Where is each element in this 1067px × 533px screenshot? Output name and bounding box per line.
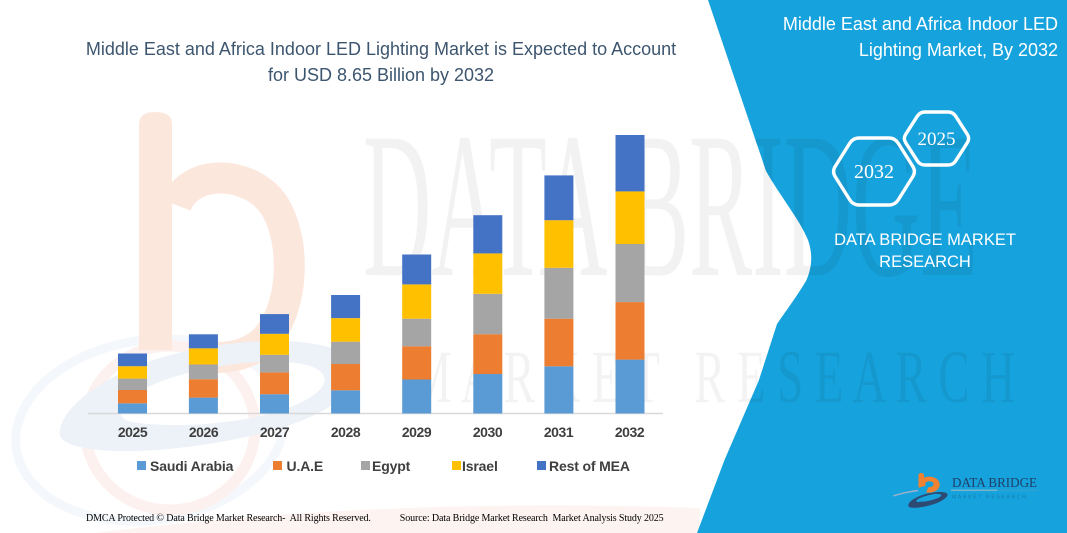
svg-text:2032: 2032 (854, 161, 894, 183)
svg-text:2025: 2025 (918, 129, 956, 150)
svg-text:MARKET RESEARCH: MARKET RESEARCH (952, 495, 1027, 501)
svg-text:DATA BRIDGE: DATA BRIDGE (952, 475, 1037, 490)
